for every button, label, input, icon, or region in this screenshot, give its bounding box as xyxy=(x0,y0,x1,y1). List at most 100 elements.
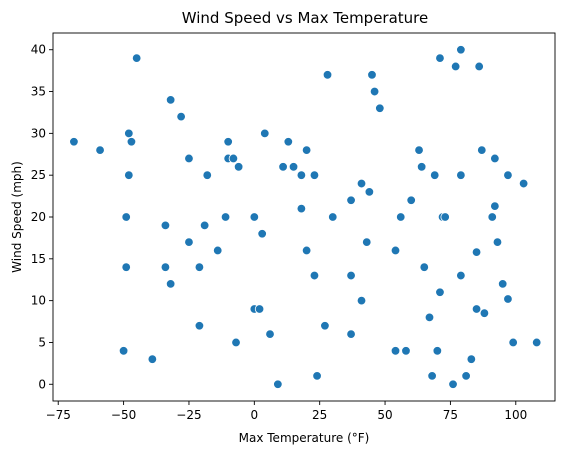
x-axis-label: Max Temperature (°F) xyxy=(239,431,370,445)
data-point xyxy=(356,295,367,306)
x-tick-label: 25 xyxy=(312,408,327,422)
data-point xyxy=(346,329,356,339)
data-point xyxy=(301,245,312,256)
data-point xyxy=(124,128,134,139)
data-point xyxy=(273,379,283,389)
x-tick-label: −50 xyxy=(111,408,136,422)
data-point xyxy=(312,371,322,381)
data-point xyxy=(474,61,484,72)
data-point xyxy=(346,270,356,281)
data-point xyxy=(471,247,482,257)
y-tick-label: 40 xyxy=(31,43,46,57)
x-tick-label: 100 xyxy=(504,408,527,422)
data-point xyxy=(498,279,508,289)
data-point xyxy=(194,321,205,331)
data-point xyxy=(414,145,424,155)
data-point xyxy=(375,103,385,113)
data-point xyxy=(492,237,503,247)
data-point xyxy=(231,337,241,348)
data-point xyxy=(301,145,312,155)
data-point xyxy=(126,137,137,147)
y-tick-label: 20 xyxy=(31,210,46,224)
data-point xyxy=(461,371,471,381)
x-tick-label: 50 xyxy=(377,408,392,422)
y-tick-label: 25 xyxy=(31,168,46,182)
data-point xyxy=(194,262,205,272)
data-point xyxy=(362,237,372,247)
x-tick-label: −75 xyxy=(46,408,71,422)
data-point xyxy=(184,153,194,164)
data-point xyxy=(435,53,445,63)
data-point xyxy=(424,312,435,323)
data-point xyxy=(346,195,356,205)
data-point xyxy=(477,145,487,155)
data-point xyxy=(124,170,134,180)
y-tick-label: 35 xyxy=(31,85,46,99)
data-point xyxy=(121,212,131,222)
data-point xyxy=(184,237,194,247)
data-point xyxy=(249,212,260,222)
data-point xyxy=(487,212,497,222)
y-tick-label: 5 xyxy=(38,335,46,349)
x-axis-ticks: −75 −50 −25 0 25 50 75 100 xyxy=(46,401,527,422)
y-axis-ticks: 0 5 10 15 20 25 30 35 40 xyxy=(31,43,53,391)
data-point xyxy=(406,195,416,205)
data-point xyxy=(278,162,288,172)
data-point xyxy=(450,61,461,72)
data-point xyxy=(435,287,445,297)
data-point xyxy=(369,86,380,97)
y-tick-label: 0 xyxy=(38,377,46,391)
x-tick-label: −25 xyxy=(176,408,201,422)
data-point xyxy=(419,262,429,272)
data-point xyxy=(508,337,518,348)
data-point xyxy=(440,212,450,222)
data-point xyxy=(309,170,320,180)
data-point xyxy=(479,308,490,318)
data-point xyxy=(176,111,186,122)
data-point xyxy=(456,170,466,180)
data-point xyxy=(165,279,176,289)
data-point xyxy=(95,145,105,155)
data-point xyxy=(356,178,367,189)
data-point xyxy=(490,201,500,211)
y-tick-label: 30 xyxy=(31,126,46,140)
data-points xyxy=(69,45,542,389)
data-point xyxy=(165,95,176,105)
data-point xyxy=(430,170,440,180)
data-point xyxy=(260,128,270,139)
data-point xyxy=(228,153,239,164)
data-point xyxy=(503,294,513,304)
data-point xyxy=(364,187,375,197)
y-tick-label: 10 xyxy=(31,294,46,308)
data-point xyxy=(233,162,244,172)
data-point xyxy=(309,270,320,281)
data-point xyxy=(257,229,267,239)
data-point xyxy=(390,245,401,256)
data-point xyxy=(448,379,458,389)
y-tick-label: 15 xyxy=(31,252,46,266)
data-point xyxy=(490,153,500,164)
data-point xyxy=(213,245,223,256)
data-point xyxy=(121,262,131,272)
axes-frame xyxy=(52,32,556,402)
data-point xyxy=(432,346,443,356)
data-point xyxy=(160,262,171,272)
chart-title: Wind Speed vs Max Temperature xyxy=(182,9,429,27)
data-point xyxy=(147,354,158,364)
data-point xyxy=(202,170,212,180)
data-point xyxy=(531,337,542,348)
data-point xyxy=(160,220,171,231)
data-point xyxy=(223,137,233,147)
data-point xyxy=(320,321,330,331)
data-point xyxy=(69,137,79,147)
y-axis-label: Wind Speed (mph) xyxy=(10,161,24,273)
data-point xyxy=(328,212,338,222)
data-point xyxy=(471,304,482,314)
data-point xyxy=(296,170,307,180)
data-point xyxy=(199,220,210,231)
data-point xyxy=(503,170,513,180)
data-point xyxy=(416,162,427,172)
data-point xyxy=(322,70,333,80)
data-point xyxy=(518,178,529,189)
